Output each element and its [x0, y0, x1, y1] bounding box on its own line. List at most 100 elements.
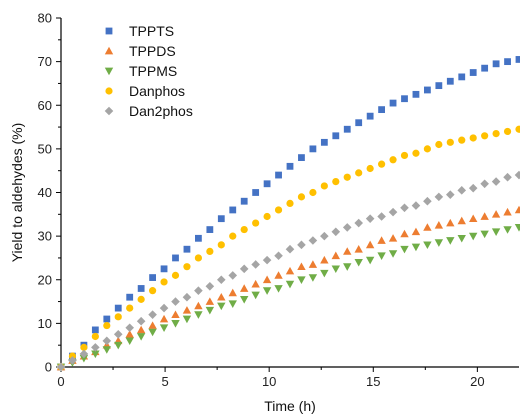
data-point	[114, 304, 122, 312]
data-point	[251, 291, 260, 300]
data-point	[331, 265, 340, 274]
data-point	[400, 203, 409, 213]
data-point	[514, 170, 520, 180]
data-point	[491, 210, 501, 218]
data-point	[423, 145, 431, 153]
data-point	[171, 271, 180, 279]
data-point	[515, 56, 520, 63]
data-point	[56, 362, 66, 372]
data-point	[205, 297, 215, 305]
data-point	[217, 241, 225, 249]
data-point	[412, 149, 420, 157]
data-point	[514, 224, 520, 232]
data-point	[457, 234, 466, 243]
data-point	[423, 223, 432, 231]
data-point	[378, 106, 385, 114]
data-point	[126, 304, 134, 312]
data-point	[275, 171, 282, 179]
data-point	[342, 223, 352, 232]
series-tppds	[56, 205, 520, 371]
data-point	[354, 218, 363, 228]
data-point	[91, 350, 100, 359]
data-point	[424, 86, 431, 94]
legend-item: TPPDS	[104, 43, 176, 59]
data-point	[503, 207, 512, 216]
data-point	[481, 132, 489, 140]
data-point	[469, 214, 478, 223]
legend-label: TPPTS	[129, 23, 174, 39]
data-point	[481, 64, 489, 72]
data-point	[240, 197, 248, 205]
data-point	[91, 332, 99, 341]
data-point	[366, 112, 374, 120]
legend-label: TPPMS	[129, 63, 177, 79]
data-point	[503, 127, 512, 136]
data-point	[446, 237, 455, 245]
data-point	[159, 314, 169, 323]
data-point	[206, 247, 214, 255]
data-point	[401, 95, 408, 103]
data-point	[492, 60, 500, 68]
data-point	[68, 356, 77, 365]
data-point	[446, 218, 455, 227]
data-point	[149, 274, 156, 281]
data-point	[400, 151, 409, 160]
data-point	[378, 160, 386, 168]
data-point	[285, 244, 295, 254]
data-point	[136, 333, 146, 341]
data-point	[504, 58, 511, 66]
data-point	[320, 182, 328, 190]
data-point	[228, 271, 238, 280]
data-point	[309, 188, 317, 197]
data-point	[400, 245, 409, 254]
data-point	[469, 134, 477, 142]
data-point	[377, 212, 386, 221]
data-point	[171, 310, 180, 319]
data-point	[389, 156, 397, 164]
data-point	[388, 207, 398, 217]
data-point	[458, 136, 466, 144]
data-point	[285, 280, 295, 289]
data-point	[102, 336, 112, 346]
data-point	[263, 212, 271, 221]
data-point	[286, 162, 294, 170]
data-point	[148, 328, 157, 337]
data-point	[182, 292, 192, 302]
legend-marker	[105, 87, 113, 95]
data-point	[331, 251, 340, 260]
data-point	[308, 236, 318, 245]
data-point	[355, 119, 363, 127]
y-tick-label: 40	[38, 185, 52, 200]
legend-marker	[104, 106, 114, 116]
data-point	[137, 295, 145, 303]
data-point	[206, 226, 214, 233]
data-point	[480, 179, 489, 189]
x-tick-label: 15	[366, 374, 380, 389]
data-point	[159, 303, 169, 313]
data-point	[136, 316, 146, 326]
data-point	[262, 275, 272, 284]
data-point	[148, 321, 157, 329]
data-point	[274, 251, 283, 261]
data-point	[286, 199, 294, 208]
data-point	[79, 354, 89, 363]
data-point	[205, 281, 215, 291]
data-point	[251, 279, 260, 288]
data-point	[423, 196, 432, 206]
data-point	[148, 310, 157, 319]
data-point	[217, 293, 226, 301]
data-point	[343, 173, 351, 181]
data-point	[194, 286, 203, 295]
data-point	[515, 125, 520, 133]
data-point	[343, 125, 351, 133]
data-point	[434, 192, 444, 202]
y-tick-label: 70	[38, 54, 52, 69]
data-point	[366, 164, 374, 173]
data-point	[171, 297, 180, 306]
data-point	[239, 264, 249, 274]
data-point	[423, 241, 432, 250]
data-point	[377, 236, 386, 244]
data-point	[389, 99, 397, 107]
data-point	[468, 183, 478, 193]
data-point	[240, 225, 248, 234]
